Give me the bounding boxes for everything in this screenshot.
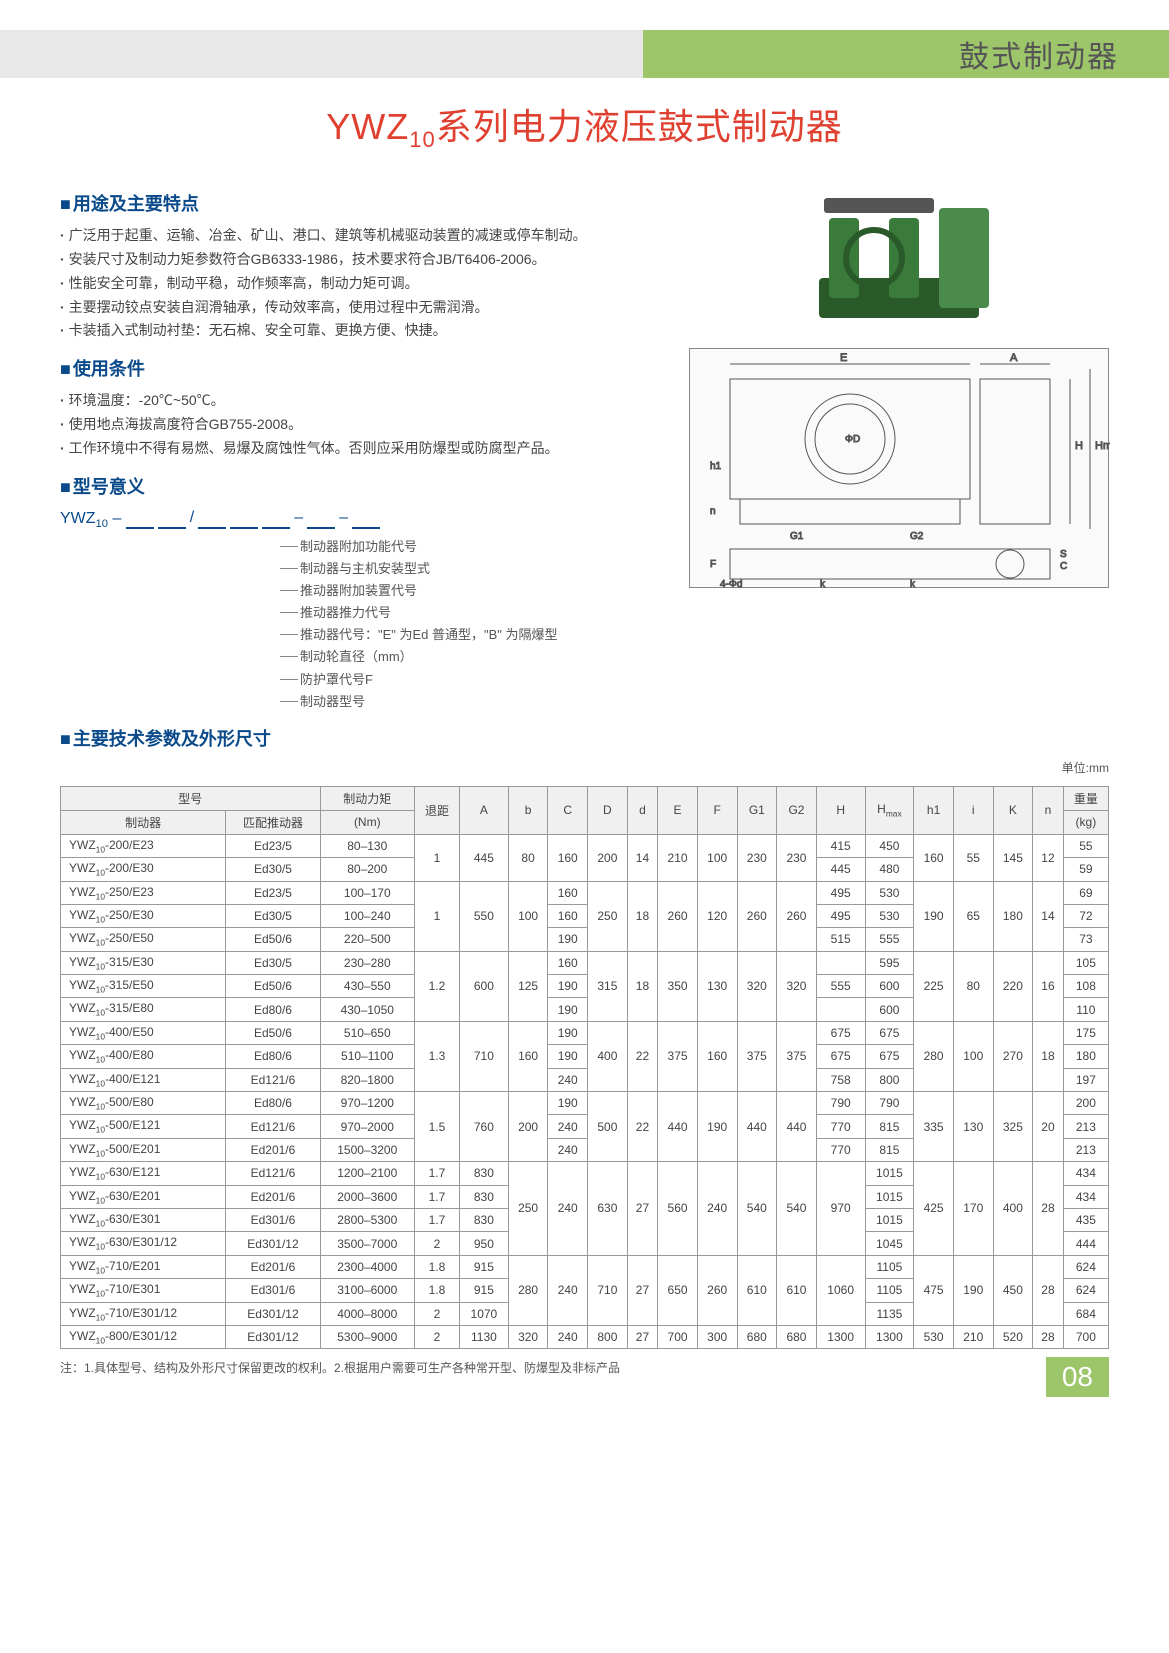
svg-text:k: k (910, 579, 916, 589)
model-designation-diagram: YWZ10 – / – – 制动器附加功能代号制动器与主机安装型式推动器附加装置… (60, 509, 669, 713)
features-list: 广泛用于起重、运输、冶金、矿山、港口、建筑等机械驱动装置的减速或停车制动。安装尺… (60, 224, 669, 343)
svg-text:k: k (820, 579, 826, 589)
condition-item: 工作环境中不得有易燃、易爆及腐蚀性气体。否则应采用防爆型或防腐型产品。 (60, 437, 669, 461)
feature-item: 卡装插入式制动衬垫：无石棉、安全可靠、更换方便、快捷。 (60, 319, 669, 343)
svg-text:A: A (1010, 352, 1018, 364)
conditions-list: 环境温度：-20℃~50℃。使用地点海拔高度符合GB755-2008。工作环境中… (60, 389, 669, 460)
svg-text:ΦD: ΦD (845, 434, 860, 445)
product-photo (799, 178, 999, 338)
feature-item: 性能安全可靠，制动平稳，动作频率高，制动力矩可调。 (60, 272, 669, 296)
model-legend-line: 推动器推力代号 (300, 602, 669, 624)
model-legend-line: 防护罩代号F (300, 669, 669, 691)
table-row: YWZ10-800/E301/12Ed301/125300–9000211303… (61, 1325, 1109, 1348)
svg-text:E: E (840, 352, 847, 364)
svg-text:n: n (710, 506, 716, 517)
dimension-diagram: E A H Hmax ΦD h1 n G1 G2 F C S (689, 348, 1109, 588)
model-legend-line: 推动器代号："E" 为Ed 普通型，"B" 为隔爆型 (300, 624, 669, 646)
table-row: YWZ10-710/E201Ed201/62300–40001.89152802… (61, 1255, 1109, 1278)
table-row: YWZ10-400/E50Ed50/6510–6501.371016019040… (61, 1021, 1109, 1044)
svg-text:H: H (1075, 440, 1083, 452)
svg-text:4-Φd: 4-Φd (720, 579, 742, 589)
feature-item: 主要摆动铰点安装自润滑轴承，传动效率高，使用过程中无需润滑。 (60, 296, 669, 320)
page-number: 08 (1046, 1357, 1109, 1397)
model-legend-line: 推动器附加装置代号 (300, 580, 669, 602)
feature-item: 安装尺寸及制动力矩参数符合GB6333-1986，技术要求符合JB/T6406-… (60, 248, 669, 272)
model-legend-line: 制动轮直径（mm） (300, 646, 669, 668)
model-root: YWZ10 (60, 510, 108, 527)
header-category-bar: 鼓式制动器 (0, 30, 1169, 78)
model-legend-line: 制动器型号 (300, 691, 669, 713)
model-legend-line: 制动器附加功能代号 (300, 536, 669, 558)
condition-item: 使用地点海拔高度符合GB755-2008。 (60, 413, 669, 437)
svg-text:G2: G2 (910, 531, 924, 542)
table-row: YWZ10-630/E121Ed121/61200–21001.78302502… (61, 1162, 1109, 1185)
table-row: YWZ10-500/E80Ed80/6970–12001.57602001905… (61, 1092, 1109, 1115)
table-row: YWZ10-315/E30Ed30/5230–2801.260012516031… (61, 951, 1109, 974)
svg-text:C: C (1060, 561, 1067, 572)
condition-item: 环境温度：-20℃~50℃。 (60, 389, 669, 413)
table-row: YWZ10-200/E23Ed23/580–130144580160200142… (61, 834, 1109, 857)
spec-table: 型号制动力矩退距AbCDdEFG1G2HHmaxh1iKn重量制动器匹配推动器(… (60, 786, 1109, 1350)
footnote: 注：1.具体型号、结构及外形尺寸保留更改的权利。2.根据用户需要可生产各种常开型… (60, 1359, 1109, 1377)
svg-text:h1: h1 (710, 461, 722, 472)
svg-text:G1: G1 (790, 531, 804, 542)
unit-label: 单位:mm (60, 759, 1109, 776)
svg-text:Hmax: Hmax (1095, 440, 1110, 452)
specs-heading: 主要技术参数及外形尺寸 (60, 725, 1109, 751)
features-heading: 用途及主要特点 (60, 190, 669, 216)
model-legend-line: 制动器与主机安装型式 (300, 558, 669, 580)
feature-item: 广泛用于起重、运输、冶金、矿山、港口、建筑等机械驱动装置的减速或停车制动。 (60, 224, 669, 248)
page-category: 鼓式制动器 (959, 32, 1119, 76)
main-title: YWZ10系列电力液压鼓式制动器 (60, 98, 1109, 153)
svg-text:S: S (1060, 549, 1067, 560)
conditions-heading: 使用条件 (60, 355, 669, 381)
model-heading: 型号意义 (60, 473, 669, 499)
svg-text:F: F (710, 559, 716, 570)
table-row: YWZ10-250/E23Ed23/5100–17015501001602501… (61, 881, 1109, 904)
